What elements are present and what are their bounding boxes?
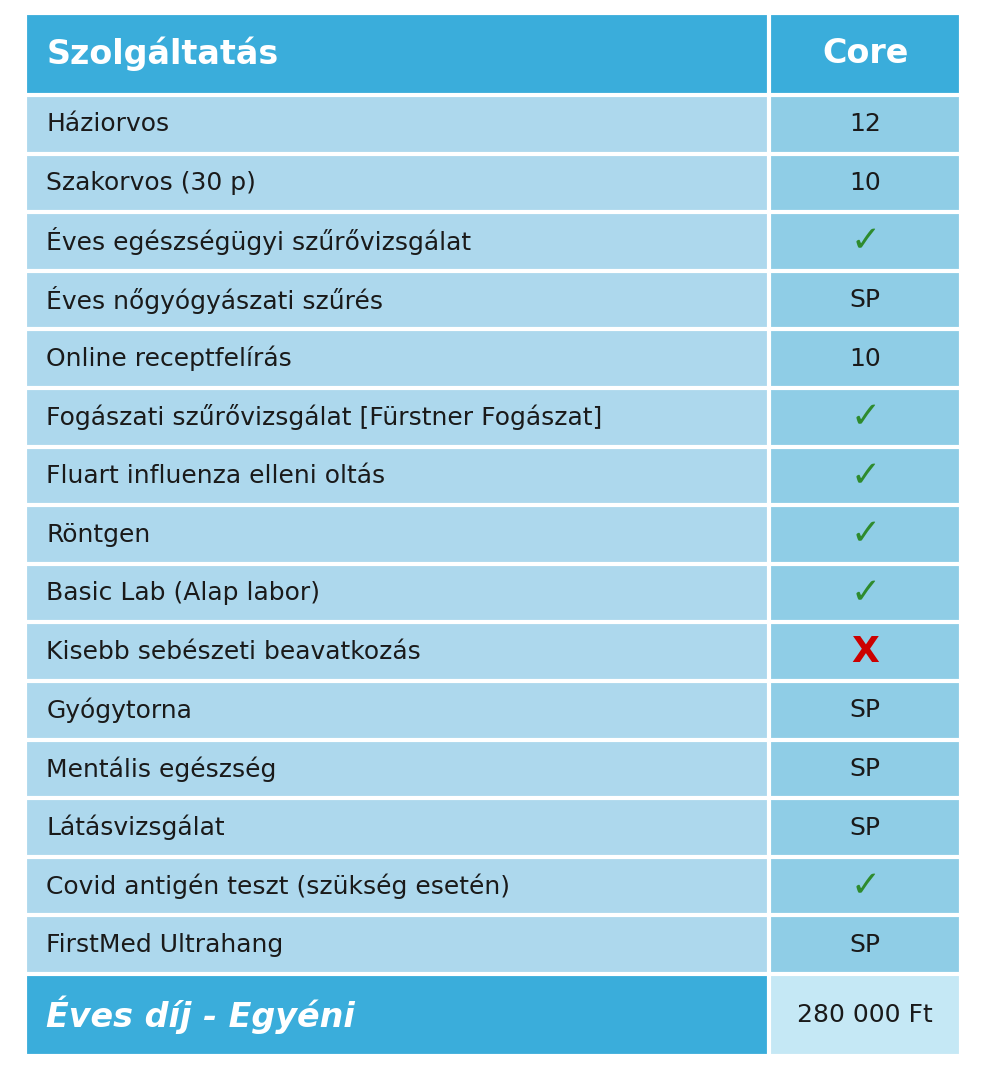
Text: SP: SP (850, 288, 880, 312)
Text: Gyógytorna: Gyógytorna (46, 698, 192, 723)
Bar (769, 154, 961, 212)
Text: ✓: ✓ (850, 400, 880, 434)
Text: Látásvizsgálat: Látásvizsgálat (46, 815, 225, 840)
Bar (769, 447, 961, 506)
Text: SP: SP (850, 816, 880, 839)
Bar (25, 212, 769, 270)
Text: Éves egészségügyi szűrővizsgálat: Éves egészségügyi szűrővizsgálat (46, 228, 471, 255)
Bar (769, 506, 961, 563)
Text: Szolgáltatás: Szolgáltatás (46, 36, 279, 72)
Text: ✓: ✓ (850, 459, 880, 493)
Bar (769, 95, 961, 154)
Text: ✓: ✓ (850, 869, 880, 903)
Bar (769, 681, 961, 740)
Text: Éves nőgyógyászati szűrés: Éves nőgyógyászati szűrés (46, 286, 384, 314)
Text: FirstMed Ultrahang: FirstMed Ultrahang (46, 933, 284, 957)
Bar (25, 799, 769, 857)
Text: Basic Lab (Alap labor): Basic Lab (Alap labor) (46, 582, 320, 605)
Bar (25, 563, 769, 622)
Text: Kisebb sebészeti beavatkozás: Kisebb sebészeti beavatkozás (46, 639, 421, 664)
Bar (25, 974, 769, 1056)
Text: Röntgen: Röntgen (46, 523, 151, 546)
Text: 10: 10 (850, 346, 881, 371)
Bar (25, 95, 769, 154)
Bar (769, 13, 961, 95)
Text: 12: 12 (849, 112, 881, 136)
Text: SP: SP (850, 757, 880, 781)
Bar (25, 857, 769, 915)
Text: SP: SP (850, 933, 880, 957)
Bar (25, 270, 769, 329)
Text: Éves díj - Egyéni: Éves díj - Egyéni (46, 996, 355, 1035)
Bar (25, 506, 769, 563)
Bar (769, 563, 961, 622)
Bar (25, 13, 769, 95)
Text: ✓: ✓ (850, 576, 880, 610)
Bar (25, 447, 769, 506)
Text: ✓: ✓ (850, 224, 880, 259)
Bar (769, 915, 961, 974)
Bar (769, 270, 961, 329)
Bar (25, 154, 769, 212)
Text: ✓: ✓ (850, 517, 880, 552)
Bar (769, 329, 961, 388)
Bar (769, 740, 961, 799)
Text: Core: Core (822, 37, 908, 71)
Bar (25, 681, 769, 740)
Text: 280 000 Ft: 280 000 Ft (798, 1003, 933, 1027)
Bar (25, 622, 769, 681)
Bar (769, 799, 961, 857)
Text: X: X (851, 635, 880, 669)
Text: SP: SP (850, 698, 880, 723)
Bar (25, 915, 769, 974)
Bar (25, 329, 769, 388)
Text: Fluart influenza elleni oltás: Fluart influenza elleni oltás (46, 464, 386, 487)
Bar (769, 974, 961, 1056)
Bar (769, 212, 961, 270)
Text: Online receptfelírás: Online receptfelírás (46, 346, 292, 371)
Text: Szakorvos (30 p): Szakorvos (30 p) (46, 171, 256, 195)
Bar (769, 388, 961, 447)
Text: Covid antigén teszt (szükség esetén): Covid antigén teszt (szükség esetén) (46, 873, 511, 899)
Bar (769, 622, 961, 681)
Text: Háziorvos: Háziorvos (46, 112, 170, 136)
Bar (25, 388, 769, 447)
Bar (769, 857, 961, 915)
Text: 10: 10 (850, 171, 881, 195)
Text: Fogászati szűrővizsgálat [Fürstner Fogászat]: Fogászati szűrővizsgálat [Fürstner Fogás… (46, 404, 602, 430)
Text: Mentális egészség: Mentális egészség (46, 756, 277, 781)
Bar (25, 740, 769, 799)
